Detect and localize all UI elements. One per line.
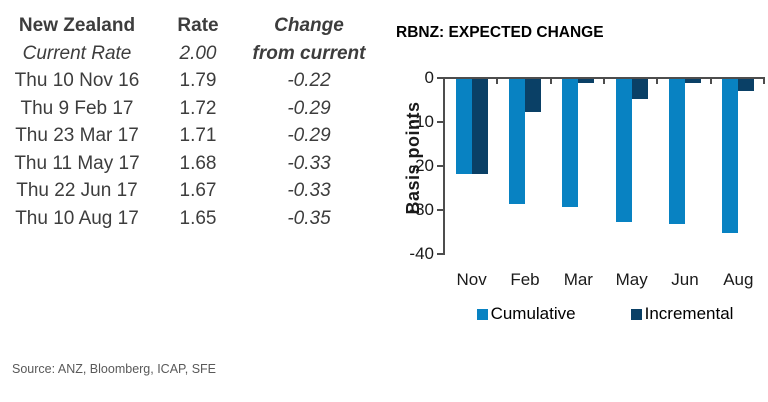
x-tick [603, 79, 605, 84]
x-tick [656, 79, 659, 84]
table-rate-cell: 1.79 [179, 70, 217, 91]
table-header-country: New Zealand [18, 15, 136, 36]
x-tick [496, 79, 499, 84]
table-change-cell: -0.33 [287, 152, 331, 174]
y-tick [437, 209, 443, 211]
chart-legend: Cumulative Incremental [445, 304, 765, 324]
y-tick-label: -10 [409, 112, 434, 131]
x-tick [763, 79, 765, 84]
table-date-cell: Thu 10 Aug 17 [15, 207, 139, 229]
legend-item-incremental: Incremental [630, 304, 734, 324]
x-tick-label: Aug [723, 270, 754, 289]
bar-cumulative-mar [562, 79, 579, 207]
incremental-swatch-icon [630, 308, 642, 320]
cumulative-swatch-icon [476, 308, 488, 320]
table-rate-cell: 1.67 [179, 180, 217, 201]
bar-cumulative-jun [669, 79, 685, 225]
y-tick-label: -30 [409, 200, 434, 219]
table-date-cell: Thu 9 Feb 17 [20, 97, 134, 119]
bar-incremental-nov [471, 79, 488, 174]
x-tick [549, 79, 552, 84]
table-change-cell: -0.29 [287, 97, 331, 119]
bar-incremental-may [631, 79, 648, 99]
legend-item-cumulative: Cumulative [476, 304, 576, 324]
table-change-cell: -0.35 [287, 207, 331, 229]
bar-cumulative-may [615, 79, 632, 222]
rbnz-expected-change-chart: RBNZ: EXPECTED CHANGE Basis points 0 -10-… [393, 18, 768, 333]
table-rate-cell: 1.65 [179, 207, 217, 229]
source-note: Source: ANZ, Bloomberg, ICAP, SFE [12, 362, 217, 376]
bar-cumulative-feb [509, 79, 525, 205]
table-rate-cell: 1.71 [179, 125, 217, 146]
table-date-cell: Thu 10 Nov 16 [14, 70, 140, 91]
y-tick-label: 0 [424, 68, 434, 87]
table-rate-cell: 1.72 [179, 97, 217, 119]
bar-incremental-feb [525, 79, 541, 112]
bar-incremental-mar [578, 79, 595, 84]
y-tick [437, 253, 443, 255]
table-header-rate: Rate [177, 15, 219, 36]
x-axis-zero-line [437, 77, 765, 79]
y-tick [437, 165, 443, 167]
y-tick [437, 77, 443, 79]
legend-label-cumulative: Cumulative [490, 304, 576, 323]
bar-cumulative-nov [455, 79, 472, 174]
table-rate-cell: 1.68 [179, 152, 217, 174]
x-tick-label: Jun [671, 270, 699, 289]
table-change-cell: -0.29 [287, 125, 331, 146]
table-header-change: Change [274, 15, 344, 36]
table-subrow-label: Current Rate [22, 42, 132, 64]
table-change-cell: -0.33 [287, 180, 331, 201]
bar-cumulative-aug [722, 79, 739, 233]
x-tick [709, 79, 712, 84]
legend-label-incremental: Incremental [644, 304, 734, 323]
chart-title: RBNZ: EXPECTED CHANGE [396, 24, 604, 41]
table-date-cell: Thu 23 Mar 17 [15, 125, 139, 146]
x-tick-label: May [615, 270, 648, 289]
rates-table: New Zealand Rate Change Current Rate 2.0… [8, 12, 368, 232]
table-change-cell: -0.22 [287, 70, 331, 91]
y-axis-line [443, 77, 445, 255]
y-tick [437, 121, 443, 123]
table-header-change-line2: from current [252, 42, 366, 64]
bar-incremental-jun [685, 79, 701, 84]
x-tick-label: Mar [563, 270, 593, 289]
x-tick-label: Feb [510, 270, 540, 289]
y-tick-label: -20 [409, 156, 434, 175]
table-date-cell: Thu 11 May 17 [14, 152, 140, 174]
bar-incremental-aug [738, 79, 755, 92]
table-subrow-rate: 2.00 [179, 42, 217, 64]
x-tick-label: Nov [456, 270, 487, 289]
table-date-cell: Thu 22 Jun 17 [16, 180, 138, 201]
y-tick-label: -40 [409, 244, 434, 263]
